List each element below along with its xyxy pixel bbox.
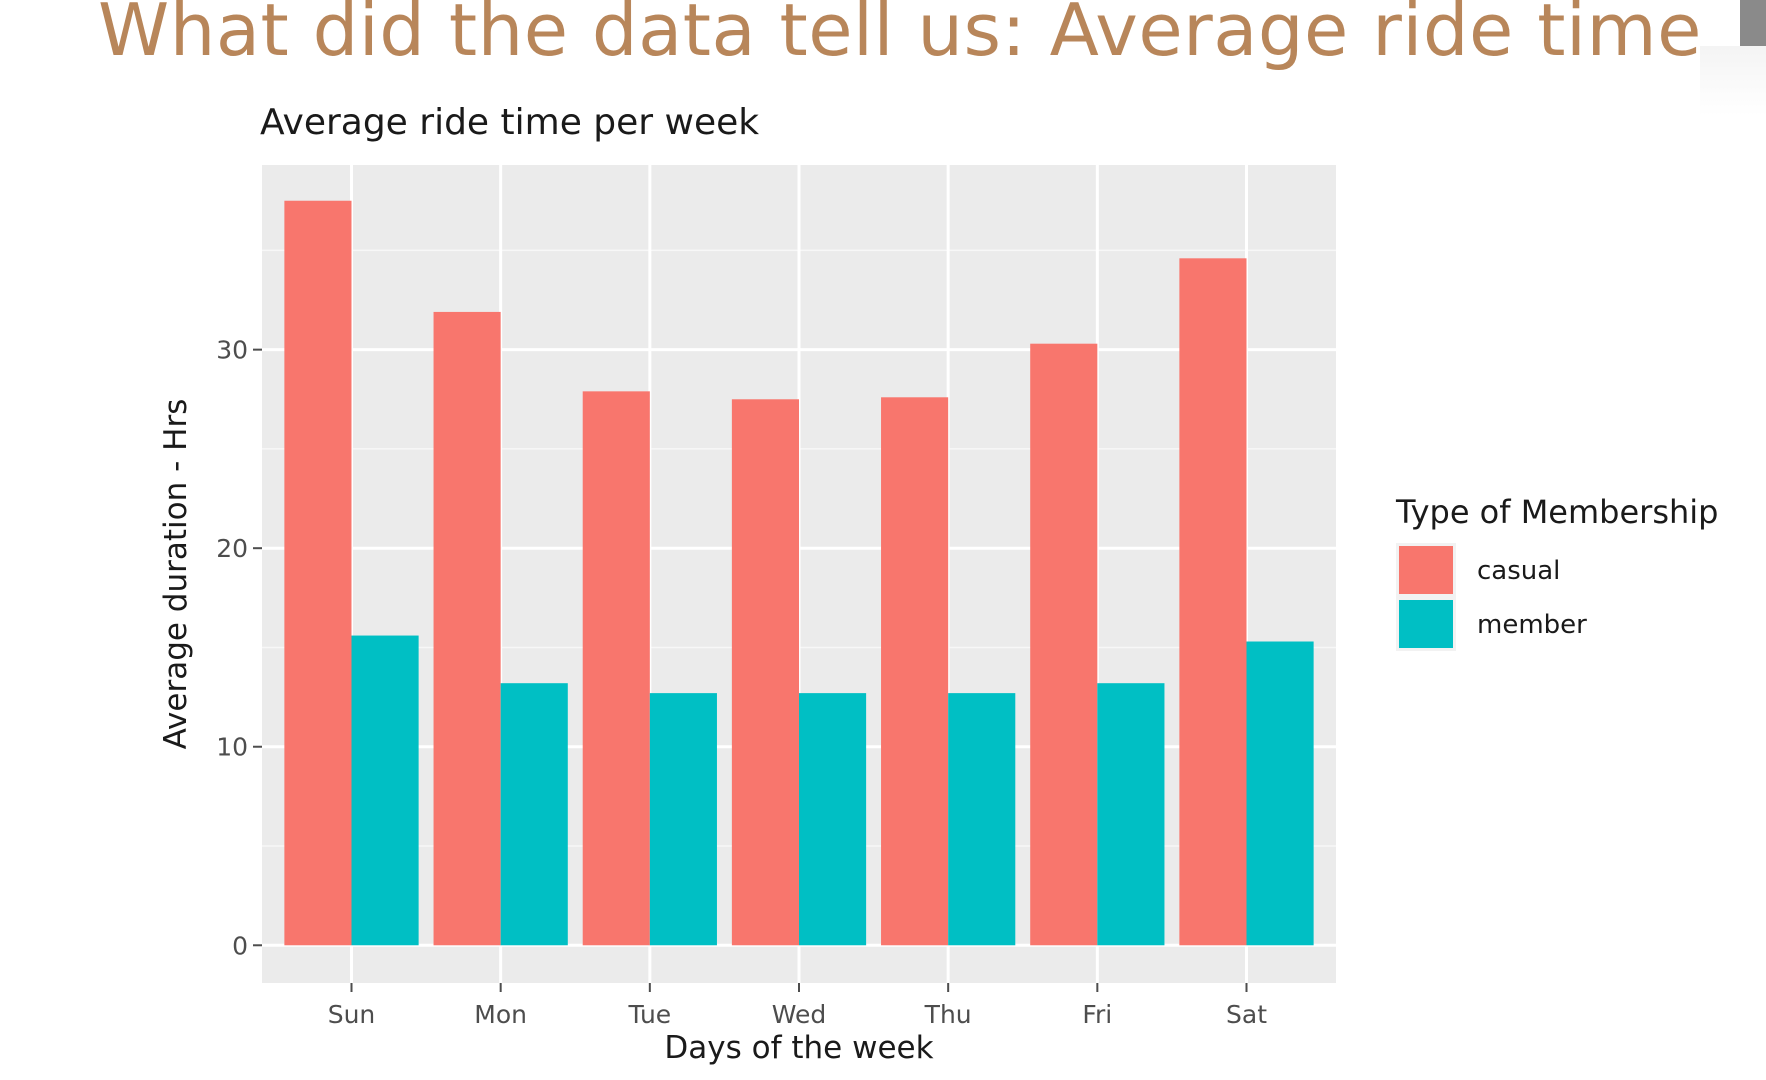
x-tick-label-mon: Mon (474, 1000, 527, 1029)
bars (284, 200, 1314, 946)
bar-member-sun (351, 635, 419, 946)
bar-member-fri (1097, 683, 1165, 946)
bar-member-tue (649, 693, 717, 946)
legend-swatch-member (1399, 600, 1453, 648)
bar-member-sat (1246, 641, 1314, 946)
legend-swatch-casual (1399, 546, 1453, 594)
bar-member-wed (799, 693, 867, 946)
x-axis-title: Days of the week (664, 1030, 933, 1066)
x-tick-label-sat: Sat (1226, 1000, 1267, 1029)
x-tick-label-fri: Fri (1082, 1000, 1112, 1029)
legend-label-casual: casual (1477, 556, 1560, 586)
chart-title: Average ride time per week (260, 102, 759, 143)
bar-member-thu (948, 693, 1016, 946)
corner-shadow (1700, 46, 1766, 116)
bar-casual-thu (881, 397, 949, 946)
legend: Type of Membership casual member (1395, 493, 1718, 651)
x-axis: Sun Mon Tue Wed Thu Fri Sat (328, 983, 1267, 1029)
slide-title: What did the data tell us: Average ride … (98, 0, 1702, 72)
y-tick-label: 0 (232, 931, 248, 960)
legend-title: Type of Membership (1395, 493, 1718, 531)
y-axis: 0 10 20 30 (216, 336, 262, 960)
x-tick-label-thu: Thu (924, 1000, 972, 1029)
x-tick-label-tue: Tue (627, 1000, 671, 1029)
bar-casual-mon (433, 311, 501, 946)
bar-casual-sun (284, 200, 352, 946)
y-tick-label: 10 (216, 733, 248, 762)
bar-casual-tue (582, 391, 650, 946)
y-axis-title: Average duration - Hrs (158, 399, 194, 750)
bar-casual-sat (1179, 258, 1247, 946)
x-tick-label-wed: Wed (772, 1000, 827, 1029)
corner-decoration (1740, 0, 1766, 46)
bar-casual-wed (731, 399, 799, 946)
legend-label-member: member (1477, 610, 1587, 640)
bar-member-mon (500, 683, 568, 946)
x-tick-label-sun: Sun (328, 1000, 376, 1029)
bar-casual-fri (1030, 343, 1098, 946)
y-tick-label: 20 (216, 534, 248, 563)
y-tick-label: 30 (216, 336, 248, 365)
